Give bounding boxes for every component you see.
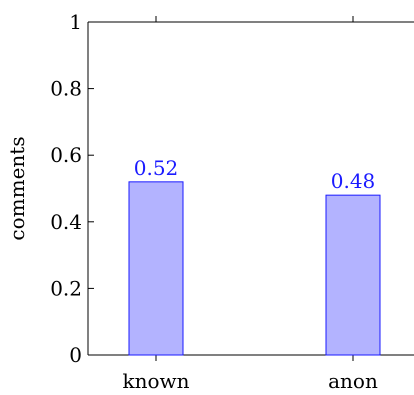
data-label-anon: 0.48	[331, 169, 376, 193]
y-tick-label: 0.8	[50, 77, 82, 101]
y-tick-label: 0	[69, 343, 82, 367]
bar-known	[128, 181, 184, 356]
y-tick-label: 0.6	[50, 143, 82, 167]
x-tick-label: known	[122, 369, 189, 393]
x-tick-label: anon	[328, 369, 378, 393]
y-axis-ticks: 0 0.2 0.4 0.6 0.8 1	[50, 10, 94, 367]
data-label-known: 0.52	[134, 156, 179, 180]
y-axis-label: comments	[5, 136, 29, 240]
bar-anon	[325, 194, 381, 356]
data-labels: 0.52 0.48	[134, 156, 376, 193]
y-tick-label: 0.4	[50, 210, 82, 234]
y-tick-label: 1	[69, 10, 82, 34]
bars	[128, 181, 381, 356]
x-axis-ticks: known anon	[122, 16, 378, 393]
y-tick-label: 0.2	[50, 276, 82, 300]
